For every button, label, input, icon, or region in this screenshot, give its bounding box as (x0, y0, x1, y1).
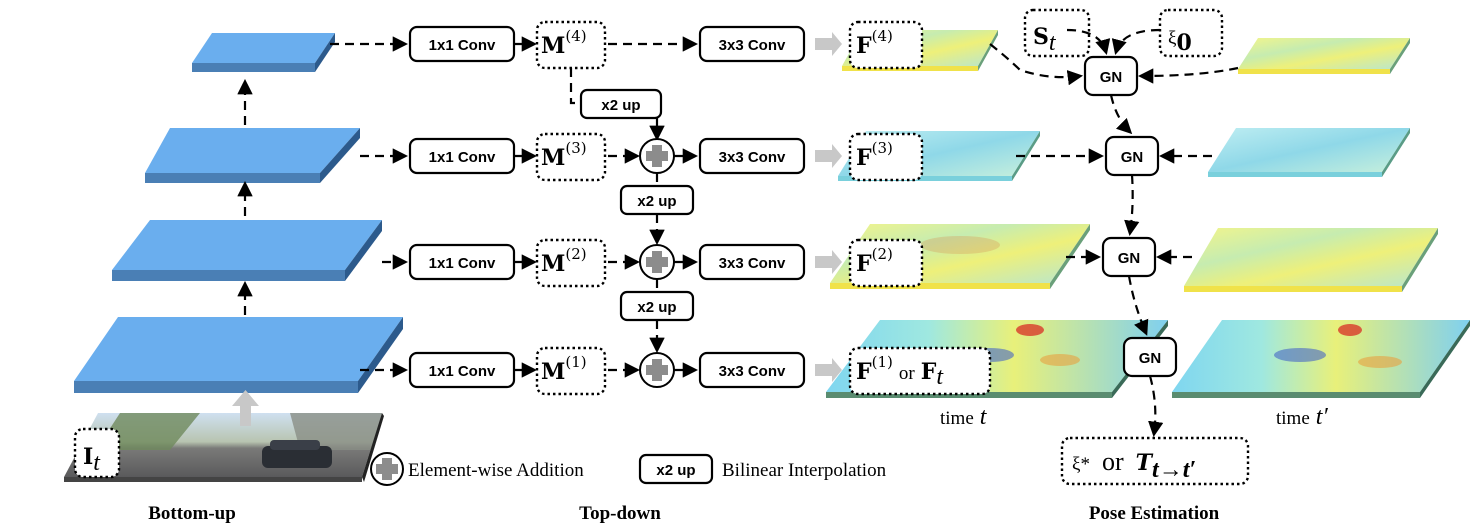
x2up-box-2: x2 up (619, 184, 695, 216)
time-t-label: time t (940, 404, 988, 430)
x2up-box-3: x2 up (619, 290, 695, 322)
feature-map-f1-time-tprime (1172, 320, 1470, 398)
svg-text:x2 up: x2 up (637, 299, 676, 316)
caption-top-down: Top-down (579, 503, 661, 524)
s-t-box: St (1023, 8, 1091, 58)
bottom-up-layer-3 (145, 128, 360, 183)
gn-box-4: GN (1083, 55, 1139, 97)
m2-box: M(2) (535, 238, 607, 288)
svg-text:1x1 Conv: 1x1 Conv (429, 255, 496, 272)
svg-text:GN: GN (1139, 350, 1162, 367)
adder-3 (639, 138, 675, 174)
conv3x3-box-1: 3x3 Conv (698, 351, 806, 389)
svg-text:x2 up: x2 up (637, 193, 676, 210)
svg-text:3x3 Conv: 3x3 Conv (719, 363, 786, 380)
svg-text:GN: GN (1100, 69, 1123, 86)
image-to-layer-arrow (232, 390, 259, 426)
legend-x2up-box: x2 up (638, 453, 714, 485)
feature-map-f3-time-tprime (1208, 128, 1410, 177)
svg-text:3x3 Conv: 3x3 Conv (719, 37, 786, 54)
x2up-box-1: x2 up (579, 88, 663, 120)
bottom-up-layer-2 (112, 220, 382, 281)
svg-text:x2 up: x2 up (656, 462, 695, 479)
svg-text:GN: GN (1121, 149, 1144, 166)
svg-text:It: It (83, 444, 101, 476)
legend-bilinear-label: Bilinear Interpolation (722, 460, 887, 481)
svg-text:1x1 Conv: 1x1 Conv (429, 363, 496, 380)
svg-text:M(3): M(3) (541, 139, 587, 171)
svg-text:1x1 Conv: 1x1 Conv (429, 149, 496, 166)
conv1x1-box-4: 1x1 Conv (408, 25, 516, 63)
svg-text:F(3): F(3) (856, 139, 893, 171)
pose-output-box: ξ* or Tt→t′ (1060, 436, 1250, 486)
feature-map-f4-time-tprime (1238, 38, 1410, 74)
legend-addition-icon (370, 452, 404, 486)
conv3x3-box-3: 3x3 Conv (698, 137, 806, 175)
xi0-box: ξ0 (1158, 8, 1224, 58)
m3-box: M(3) (535, 132, 607, 182)
svg-text:St: St (1033, 24, 1057, 56)
f3-box: F(3) (848, 132, 924, 182)
svg-text:3x3 Conv: 3x3 Conv (719, 255, 786, 272)
input-image-label: It (73, 427, 121, 479)
svg-text:F(2): F(2) (856, 245, 893, 277)
gn-box-2: GN (1101, 236, 1157, 278)
conv1x1-box-3: 1x1 Conv (408, 137, 516, 175)
caption-bottom-up: Bottom-up (148, 503, 236, 524)
svg-text:ξ0: ξ0 (1168, 28, 1192, 56)
conv3x3-box-2: 3x3 Conv (698, 243, 806, 281)
svg-text:GN: GN (1118, 250, 1141, 267)
f4-box: F(4) (848, 20, 924, 70)
input-image (64, 413, 384, 482)
svg-text:1x1 Conv: 1x1 Conv (429, 37, 496, 54)
gray-arrow-4 (815, 32, 842, 56)
m4-box: M(4) (535, 20, 607, 70)
svg-text:3x3 Conv: 3x3 Conv (719, 149, 786, 166)
conv1x1-box-1: 1x1 Conv (408, 351, 516, 389)
svg-text:M(2): M(2) (541, 245, 587, 277)
m1-box: M(1) (535, 346, 607, 396)
bottom-up-layer-4 (192, 33, 335, 72)
svg-text:F(4): F(4) (856, 27, 893, 59)
time-tprime-label: time t′ (1276, 404, 1328, 430)
f2-box: F(2) (848, 238, 924, 288)
legend-addition-label: Element-wise Addition (408, 460, 584, 481)
adder-1 (639, 352, 675, 388)
adder-2 (639, 244, 675, 280)
f1-box: F(1)or Ft (848, 346, 992, 396)
conv1x1-box-2: 1x1 Conv (408, 243, 516, 281)
gn-box-1: GN (1122, 336, 1178, 378)
svg-text:x2 up: x2 up (601, 97, 640, 114)
gn-box-3: GN (1104, 135, 1160, 177)
conv3x3-box-4: 3x3 Conv (698, 25, 806, 63)
svg-text:M(1): M(1) (541, 353, 587, 385)
feature-map-f2-time-tprime (1184, 228, 1438, 292)
bottom-up-layer-1 (74, 317, 403, 393)
svg-text:M(4): M(4) (541, 27, 587, 59)
caption-pose-estimation: Pose Estimation (1089, 503, 1220, 524)
